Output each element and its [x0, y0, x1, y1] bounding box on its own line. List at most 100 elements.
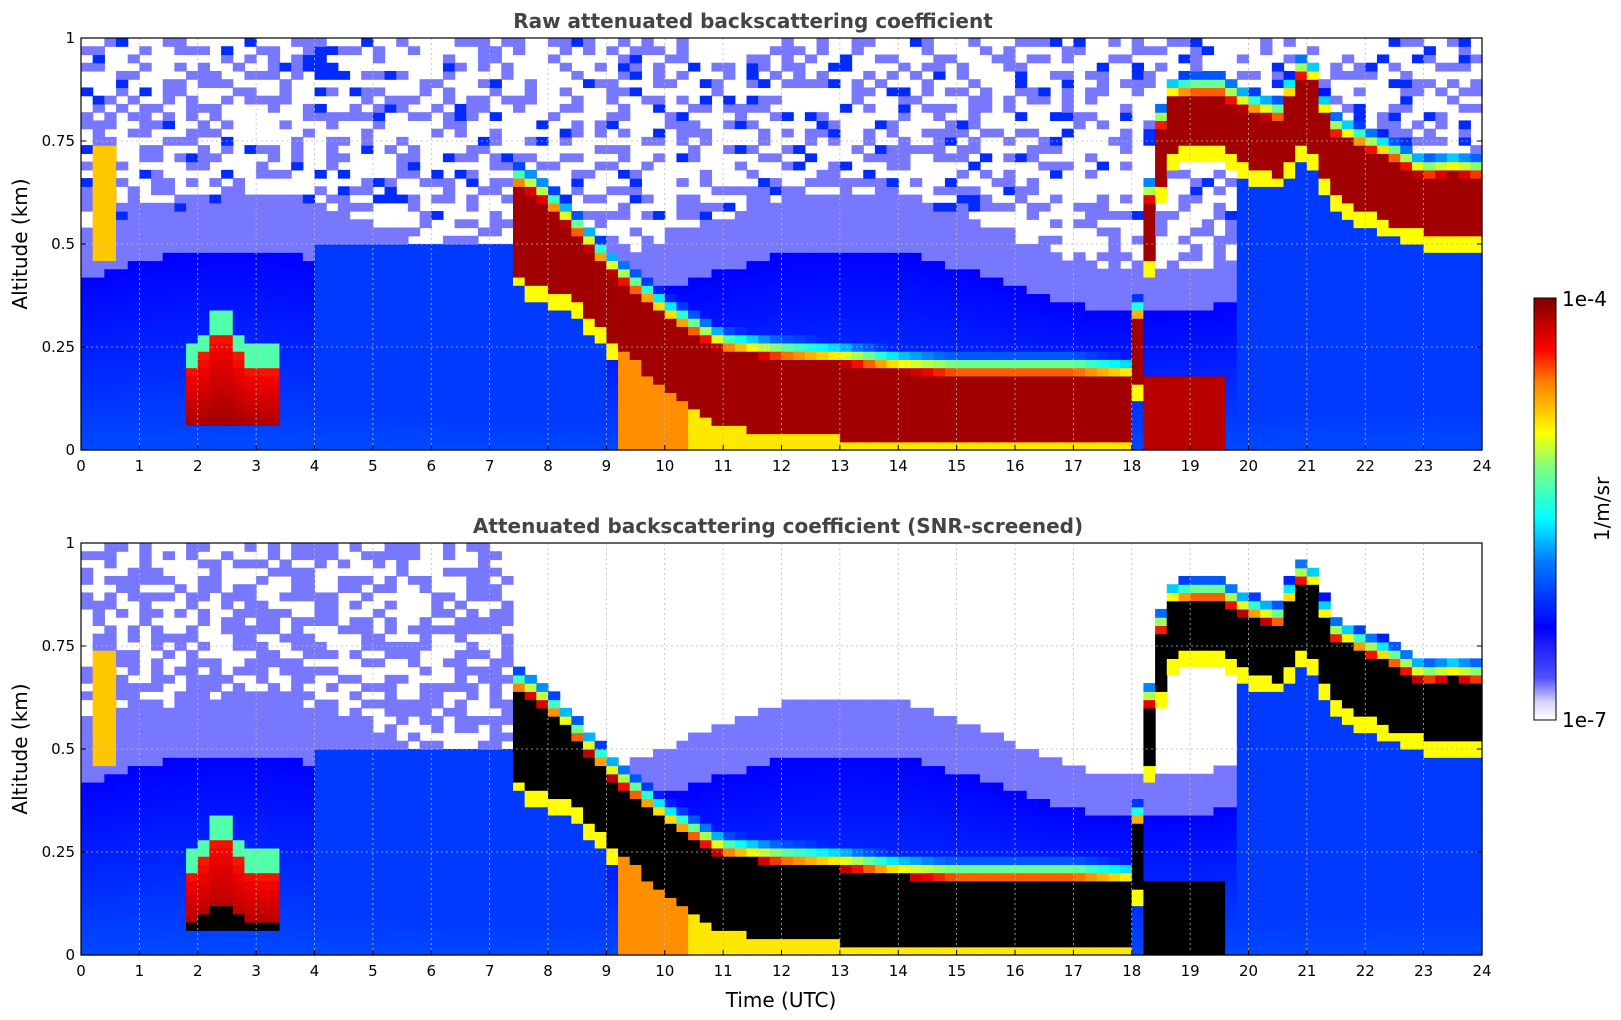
- heatmap-cell: [699, 103, 713, 113]
- heatmap-cell: [361, 87, 374, 97]
- heatmap-cell: [1190, 103, 1203, 113]
- heatmap-cell: [1388, 186, 1401, 196]
- heatmap-cell: [676, 244, 689, 253]
- heatmap-cell: [991, 260, 1004, 270]
- heatmap-cell: [1271, 235, 1285, 245]
- heatmap-cell: [151, 839, 164, 849]
- heatmap-cell: [116, 318, 129, 327]
- heatmap-cell: [828, 351, 841, 360]
- heatmap-cell: [92, 790, 105, 800]
- heatmap-cell: [816, 285, 829, 295]
- heatmap-cell: [396, 194, 409, 204]
- heatmap-cell: [1015, 301, 1028, 311]
- heatmap-cell: [396, 408, 409, 418]
- heatmap-cell: [326, 227, 339, 237]
- heatmap-cell: [291, 351, 304, 360]
- heatmap-cell: [127, 276, 140, 286]
- heatmap-cell: [933, 375, 946, 385]
- heatmap-cell: [431, 400, 444, 410]
- heatmap-cell: [1446, 334, 1460, 344]
- heatmap-cell: [162, 425, 176, 435]
- heatmap-cell: [629, 260, 643, 270]
- heatmap-cell: [606, 417, 619, 426]
- heatmap-cell: [1388, 318, 1401, 327]
- heatmap-cell: [559, 103, 572, 113]
- heatmap-cell: [629, 433, 643, 443]
- heatmap-cell: [816, 417, 829, 426]
- heatmap-cell: [1260, 38, 1273, 47]
- heatmap-cell: [629, 318, 643, 327]
- heatmap-cell: [793, 433, 806, 443]
- heatmap-cell: [583, 252, 596, 262]
- heatmap-cell: [1353, 161, 1366, 171]
- heatmap-cell: [384, 194, 397, 204]
- heatmap-cell: [407, 252, 421, 262]
- heatmap-cell: [349, 359, 362, 369]
- heatmap-cell: [1295, 227, 1308, 237]
- heatmap-cell: [874, 293, 888, 303]
- heatmap-cell: [1446, 392, 1460, 402]
- heatmap-cell: [1341, 211, 1355, 220]
- heatmap-cell: [583, 441, 596, 451]
- heatmap-cell: [1120, 367, 1133, 377]
- heatmap-cell: [734, 120, 748, 130]
- heatmap-cell: [956, 153, 969, 163]
- heatmap-cell: [396, 95, 409, 105]
- heatmap-cell: [116, 880, 129, 890]
- heatmap-cell: [1003, 359, 1016, 369]
- heatmap-cell: [396, 260, 409, 270]
- heatmap-cell: [816, 359, 829, 369]
- heatmap-cell: [256, 392, 269, 402]
- heatmap-cell: [921, 367, 934, 377]
- heatmap-cell: [501, 318, 514, 327]
- heatmap-cell: [1061, 161, 1074, 171]
- heatmap-cell: [92, 641, 105, 651]
- heatmap-cell: [244, 95, 257, 105]
- heatmap-cell: [886, 70, 899, 80]
- heatmap-cell: [489, 342, 502, 352]
- heatmap-cell: [664, 359, 678, 369]
- heatmap-cell: [396, 367, 409, 377]
- heatmap-cell: [583, 417, 596, 426]
- heatmap-cell: [1260, 120, 1273, 130]
- heatmap-cell: [477, 62, 491, 72]
- heatmap-cell: [583, 211, 596, 220]
- heatmap-cell: [1015, 268, 1028, 278]
- heatmap-cell: [1155, 408, 1168, 418]
- heatmap-cell: [1155, 351, 1168, 360]
- heatmap-cell: [407, 351, 421, 360]
- heatmap-cell: [1015, 392, 1028, 402]
- heatmap-cell: [781, 186, 794, 196]
- heatmap-cell: [186, 227, 199, 237]
- heatmap-cell: [81, 674, 94, 684]
- heatmap-cell: [1330, 202, 1343, 212]
- heatmap-cell: [804, 326, 818, 336]
- heatmap-cell: [1353, 227, 1366, 237]
- heatmap-cell: [337, 293, 351, 303]
- heatmap-cell: [909, 285, 923, 295]
- heatmap-cell: [442, 334, 456, 344]
- heatmap-cell: [781, 128, 794, 138]
- heatmap-cell: [116, 543, 129, 552]
- heatmap-cell: [583, 46, 596, 56]
- heatmap-cell: [326, 70, 339, 80]
- heatmap-cell: [1248, 351, 1261, 360]
- heatmap-cell: [139, 392, 152, 402]
- heatmap-cell: [396, 293, 409, 303]
- heatmap-cell: [921, 276, 934, 286]
- heatmap-cell: [361, 252, 374, 262]
- heatmap-cell: [1423, 244, 1436, 253]
- heatmap-cell: [244, 54, 257, 64]
- heatmap-cell: [909, 359, 923, 369]
- heatmap-cell: [454, 326, 467, 336]
- heatmap-cell: [1003, 178, 1016, 187]
- heatmap-cell: [1085, 334, 1098, 344]
- heatmap-cell: [81, 839, 94, 849]
- heatmap-cell: [1283, 244, 1296, 253]
- heatmap-cell: [1038, 244, 1051, 253]
- heatmap-cell: [1248, 334, 1261, 344]
- heatmap-cell: [1178, 87, 1191, 97]
- heatmap-cell: [1411, 79, 1425, 89]
- heatmap-cell: [1353, 62, 1366, 72]
- heatmap-cell: [1295, 285, 1308, 295]
